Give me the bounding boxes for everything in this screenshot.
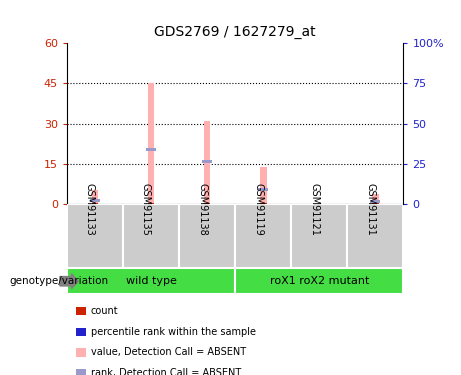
Bar [92, 203, 98, 204]
Text: GSM91138: GSM91138 [197, 183, 207, 236]
Text: wild type: wild type [125, 276, 177, 286]
Text: GSM91135: GSM91135 [141, 183, 151, 236]
Title: GDS2769 / 1627279_at: GDS2769 / 1627279_at [154, 26, 316, 39]
Text: GSM91121: GSM91121 [309, 183, 319, 236]
Bar [67, 268, 235, 294]
Bar [67, 204, 123, 268]
Bar [235, 204, 291, 268]
Text: GSM91133: GSM91133 [85, 183, 95, 236]
Bar [179, 204, 235, 268]
Text: value, Detection Call = ABSENT: value, Detection Call = ABSENT [91, 348, 246, 357]
Bar [204, 203, 210, 204]
Bar [148, 84, 154, 204]
Bar [260, 167, 266, 204]
Bar [92, 190, 98, 204]
Text: percentile rank within the sample: percentile rank within the sample [91, 327, 256, 337]
Bar [235, 268, 403, 294]
Bar [90, 199, 100, 202]
Bar [370, 200, 380, 203]
Text: GSM91119: GSM91119 [253, 183, 263, 236]
Text: GSM91131: GSM91131 [365, 183, 375, 236]
Bar [146, 148, 156, 151]
Bar [204, 121, 210, 204]
Bar [372, 194, 378, 204]
Bar [291, 204, 347, 268]
Bar [258, 188, 268, 191]
Text: genotype/variation: genotype/variation [9, 276, 108, 286]
Text: count: count [91, 306, 118, 316]
Bar [260, 203, 266, 204]
Bar [372, 203, 378, 204]
Text: roX1 roX2 mutant: roX1 roX2 mutant [270, 276, 369, 286]
Text: rank, Detection Call = ABSENT: rank, Detection Call = ABSENT [91, 368, 241, 375]
Bar [202, 160, 212, 163]
Bar [148, 203, 154, 204]
Bar [123, 204, 179, 268]
Bar [347, 204, 403, 268]
